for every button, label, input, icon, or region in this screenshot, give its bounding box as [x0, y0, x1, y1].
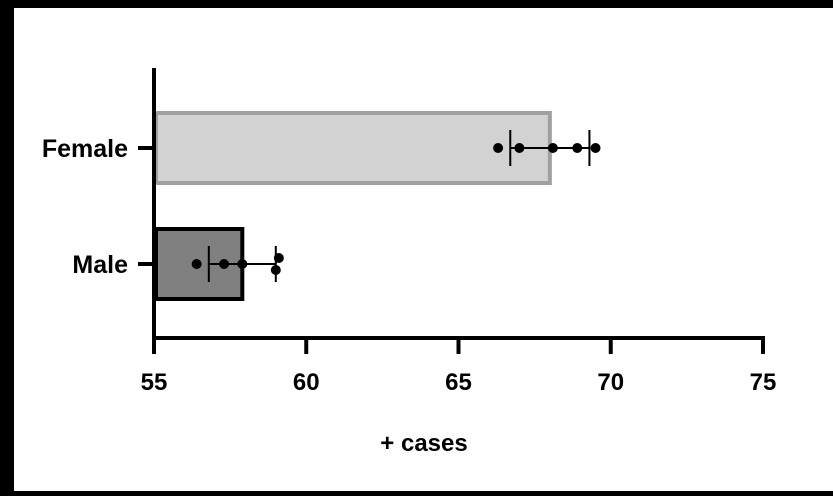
y-tick-label-female: Female: [42, 135, 128, 163]
x-axis-label: + cases: [380, 430, 467, 457]
x-tick-label: 70: [597, 369, 624, 396]
chart-frame: Female Male 55 60 65 70 75 + cases: [14, 8, 833, 491]
bar-chart: Female Male 55 60 65 70 75 + cases: [42, 68, 777, 457]
data-point-male: [191, 259, 202, 269]
x-tick-label: 75: [750, 369, 777, 396]
x-tick-label: 65: [445, 369, 472, 396]
bar-female: [154, 111, 552, 185]
x-tick-label: 55: [141, 369, 168, 396]
data-point-female: [590, 143, 601, 153]
y-tick-label-male: Male: [72, 251, 128, 279]
data-point-female: [493, 143, 504, 153]
x-tick-label: 60: [293, 369, 320, 396]
